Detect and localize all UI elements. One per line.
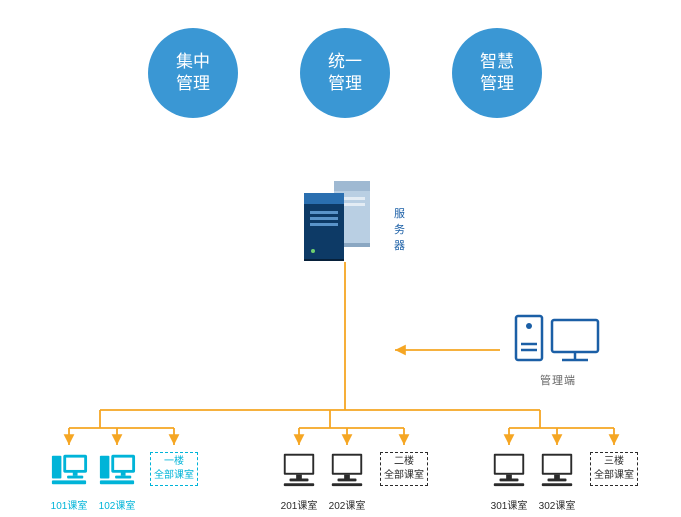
floor-box-l2: 全部课室 [594, 469, 634, 483]
classroom-node: 201课室 [280, 450, 318, 512]
classroom-icon [538, 450, 576, 493]
circle-text-l1: 统一 [328, 51, 362, 73]
classroom-icon [280, 450, 318, 493]
classroom-node: 202课室 [328, 450, 366, 512]
concept-circle: 智慧管理 [452, 28, 542, 118]
floor-box: 三楼全部课室 [590, 452, 638, 486]
server-icon [296, 175, 386, 261]
circle-text-l1: 智慧 [480, 51, 514, 73]
classroom-label: 302课室 [538, 497, 576, 512]
classroom-node: 302课室 [538, 450, 576, 512]
mgmt-node: 管理端 [510, 310, 606, 373]
floor-box: 二楼全部课室 [380, 452, 428, 486]
floor-box-l1: 一楼 [164, 455, 184, 469]
mgmt-label: 管理端 [540, 372, 576, 388]
classroom-node: 102课室 [98, 450, 136, 512]
classroom-label: 201课室 [280, 497, 318, 512]
floor-box-l2: 全部课室 [384, 469, 424, 483]
classroom-label: 101课室 [50, 497, 88, 512]
circle-text-l1: 集中 [176, 51, 210, 73]
floor-box: 一楼全部课室 [150, 452, 198, 486]
classroom-icon [50, 450, 88, 493]
classroom-icon [490, 450, 528, 493]
classroom-icon [328, 450, 366, 493]
circle-text-l2: 管理 [328, 73, 362, 95]
mgmt-icon [510, 310, 606, 368]
classroom-node: 301课室 [490, 450, 528, 512]
floor-box-l2: 全部课室 [154, 469, 194, 483]
server-node: 服务器 [296, 175, 386, 266]
classroom-icon [98, 450, 136, 493]
concept-circle: 集中管理 [148, 28, 238, 118]
floor-box-l1: 三楼 [604, 455, 624, 469]
concept-circle: 统一管理 [300, 28, 390, 118]
classroom-label: 301课室 [490, 497, 528, 512]
server-label: 服务器 [394, 205, 406, 253]
floor-box-l1: 二楼 [394, 455, 414, 469]
circle-text-l2: 管理 [176, 73, 210, 95]
classroom-node: 101课室 [50, 450, 88, 512]
classroom-label: 202课室 [328, 497, 366, 512]
classroom-label: 102课室 [98, 497, 136, 512]
circle-text-l2: 管理 [480, 73, 514, 95]
